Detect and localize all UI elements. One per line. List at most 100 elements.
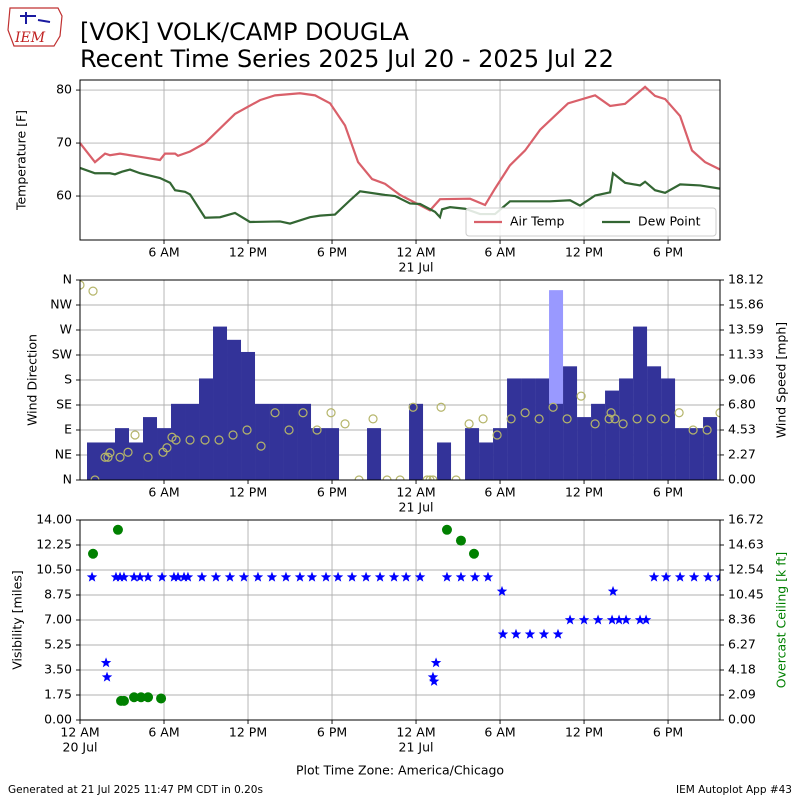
y-tick-label: E xyxy=(64,422,72,437)
point xyxy=(455,535,466,546)
y-tick-label: 8.75 xyxy=(44,587,72,602)
bar xyxy=(409,403,424,480)
y2-axis-label: Overcast Ceiling [k ft] xyxy=(774,552,789,688)
point xyxy=(520,408,530,418)
y-tick-label: N xyxy=(63,472,72,487)
star-point xyxy=(306,571,318,582)
bar xyxy=(227,339,242,480)
x-tick-label: 12 PM xyxy=(565,485,603,500)
bar xyxy=(129,442,144,480)
y2-tick-label: 2.27 xyxy=(728,446,756,461)
bar xyxy=(87,442,102,480)
y2-tick-label: 11.33 xyxy=(728,346,764,361)
legend: Air Temp Dew Point xyxy=(465,207,717,237)
point xyxy=(478,414,488,424)
star-point xyxy=(552,628,564,639)
star-point xyxy=(118,571,130,582)
point xyxy=(395,475,405,480)
star-point xyxy=(688,571,700,582)
point xyxy=(90,475,100,480)
star-point xyxy=(648,571,660,582)
x-tick-label: 6 AM xyxy=(148,245,179,260)
bar xyxy=(675,428,690,480)
star-point xyxy=(674,571,686,582)
point xyxy=(688,425,698,435)
y2-tick-label: 16.72 xyxy=(728,512,764,527)
y-tick-label: 3.50 xyxy=(44,662,72,677)
x-tick-sublabel: 20 Jul xyxy=(63,740,98,755)
point xyxy=(576,391,586,401)
y2-tick-label: 18.12 xyxy=(728,272,764,287)
y-tick-label: 10.50 xyxy=(36,562,72,577)
star-point xyxy=(634,614,646,625)
star-point xyxy=(482,571,494,582)
point xyxy=(618,419,628,429)
x-tick-sublabel: 21 Jul xyxy=(399,260,434,275)
star-point xyxy=(455,571,467,582)
bar xyxy=(633,326,648,480)
legend-label: Air Temp xyxy=(510,214,565,229)
star-point xyxy=(578,614,590,625)
star-point xyxy=(714,571,720,582)
y-tick-label: N xyxy=(63,272,72,287)
x-tick-label: 6 PM xyxy=(317,725,347,740)
star-point xyxy=(374,571,386,582)
point xyxy=(200,435,210,445)
x-tick-label: 12 AM xyxy=(396,245,435,260)
star-point xyxy=(156,571,168,582)
y2-tick-label: 6.80 xyxy=(728,396,756,411)
x-tick-label: 6 PM xyxy=(653,725,683,740)
y-tick-label: 12.25 xyxy=(36,537,72,552)
x-tick-label: 12 PM xyxy=(565,725,603,740)
star-point xyxy=(142,571,154,582)
point xyxy=(340,419,350,429)
plot-frame xyxy=(79,79,721,241)
x-tick-sublabel: 21 Jul xyxy=(399,740,434,755)
bar xyxy=(269,403,284,480)
y-tick-label: 80 xyxy=(56,82,72,97)
series-line xyxy=(80,166,720,225)
y-tick-label: 5.25 xyxy=(44,637,72,652)
bar xyxy=(563,366,578,480)
point xyxy=(143,452,153,462)
series-line xyxy=(80,85,720,212)
logo-lines xyxy=(20,12,51,24)
star-point xyxy=(172,571,184,582)
subtitle: Recent Time Series 2025 Jul 20 - 2025 Ju… xyxy=(80,45,614,73)
bar xyxy=(619,378,634,480)
bar xyxy=(367,428,382,480)
star-point xyxy=(128,571,140,582)
x-tick-label: 6 PM xyxy=(317,485,347,500)
point xyxy=(88,548,99,559)
point xyxy=(326,408,336,418)
star-point xyxy=(110,571,122,582)
y-axis-label: Temperature [F] xyxy=(14,110,29,211)
star-point xyxy=(428,675,440,686)
x-tick-label: 6 AM xyxy=(484,485,515,500)
bar xyxy=(157,428,172,480)
y2-tick-label: 12.54 xyxy=(728,562,764,577)
star-point xyxy=(332,571,344,582)
title: [VOK] VOLK/CAMP DOUGLA xyxy=(80,18,410,46)
star-point xyxy=(620,614,632,625)
point xyxy=(436,402,446,412)
bar xyxy=(325,428,340,480)
bar xyxy=(661,378,676,480)
bar xyxy=(465,428,480,480)
point xyxy=(562,414,572,424)
logo: IEM xyxy=(7,7,63,47)
point xyxy=(256,441,266,451)
y-tick-label: NE xyxy=(55,447,72,462)
star-point xyxy=(294,571,306,582)
point xyxy=(506,414,516,424)
y2-tick-label: 2.09 xyxy=(728,687,756,702)
bar xyxy=(199,378,214,480)
y-tick-label: 0.00 xyxy=(44,712,72,727)
star-point xyxy=(427,671,439,682)
star-point xyxy=(224,571,236,582)
point xyxy=(136,692,147,703)
point xyxy=(368,414,378,424)
point xyxy=(441,524,452,535)
